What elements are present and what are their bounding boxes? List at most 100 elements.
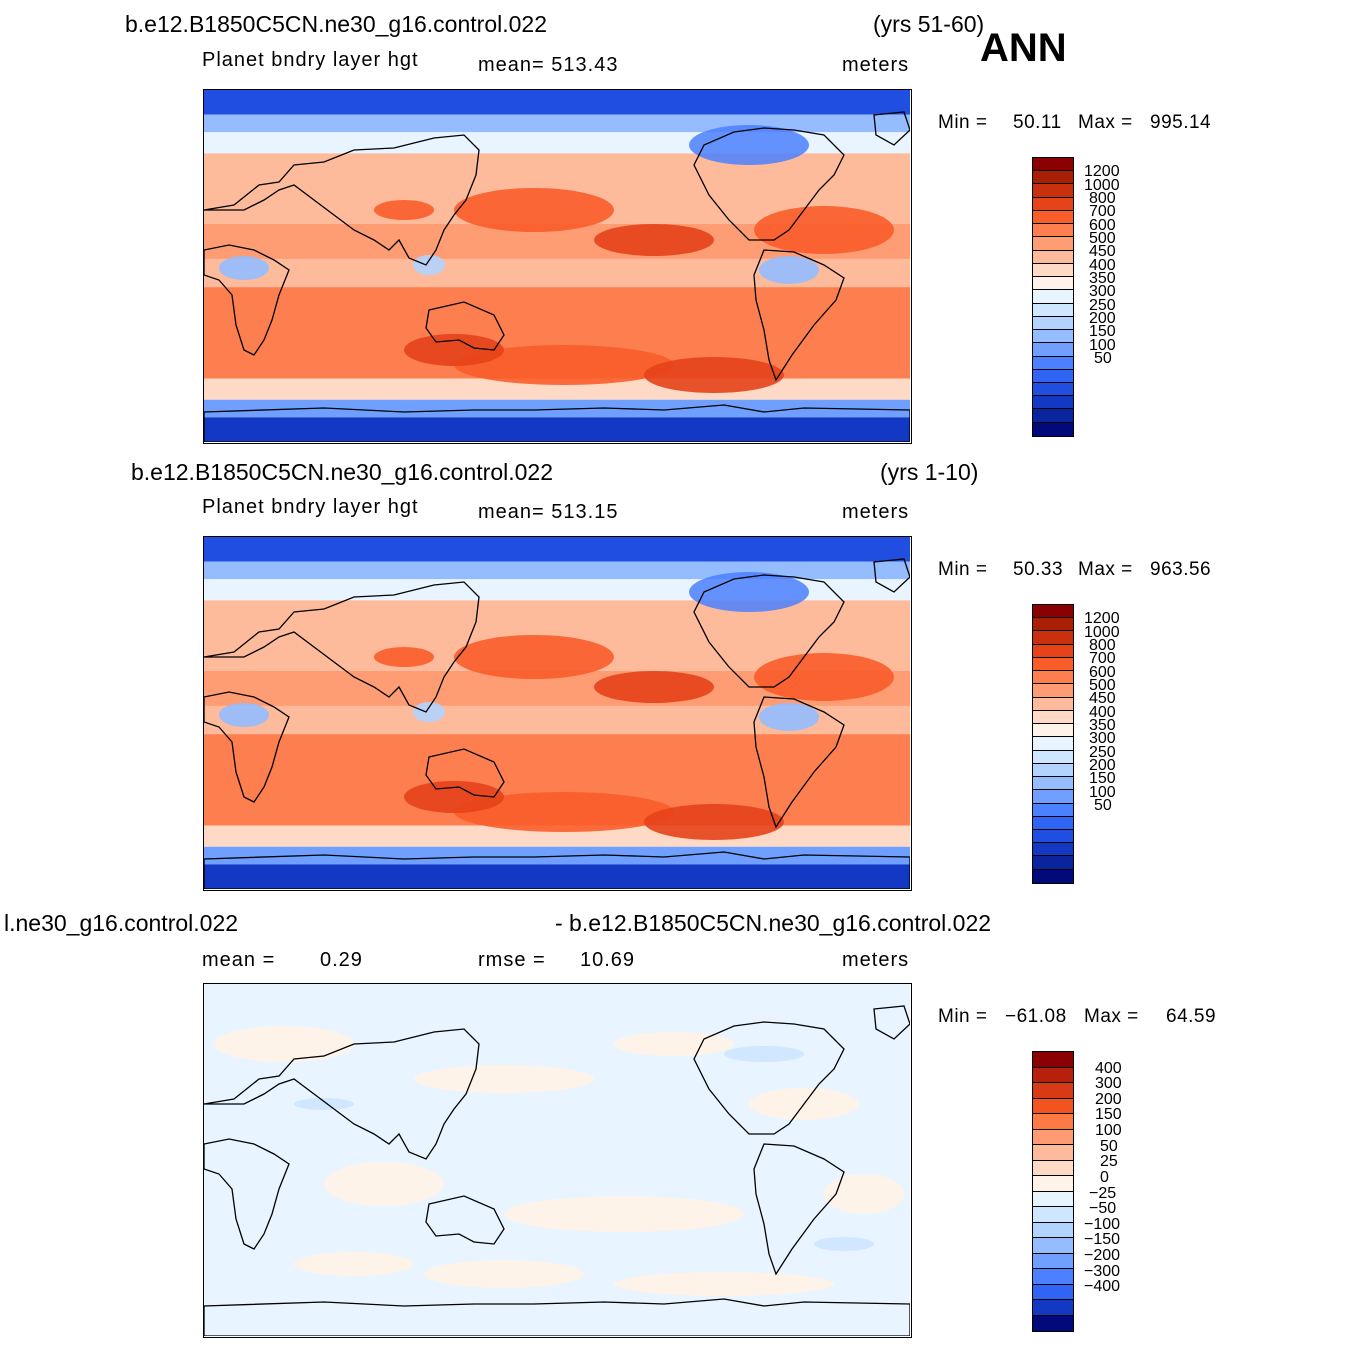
colorbar-tick-label: 300 [1089,730,1116,748]
panel2-map-field [204,537,910,889]
coastline [753,249,845,382]
colorbar-tick-label: 200 [1089,757,1116,774]
panel3-colorbar [1032,1051,1074,1332]
field-anomaly [294,1252,414,1276]
panel1-colorbar [1032,157,1074,437]
panel3-rmse-label: rmse = [478,949,546,971]
field-anomaly [324,1162,444,1206]
colorbar-swatch [1033,671,1073,685]
colorbar-tick-label: 450 [1089,690,1116,708]
colorbar-tick-label: 100 [1089,336,1116,354]
colorbar-swatch [1033,1222,1073,1238]
panel2-variable: Planet bndry layer hgt [202,496,419,518]
colorbar-tick-label: 25 [1100,1153,1118,1171]
field-maximum [454,188,614,232]
colorbar-swatch [1033,1315,1073,1331]
colorbar-tick-label: 50 [1100,1137,1118,1155]
coastline [204,244,290,356]
coastline [204,1298,910,1336]
field-band [204,561,910,580]
colorbar-tick-label: 250 [1089,743,1116,761]
colorbar-swatch [1033,396,1073,410]
colorbar-tick-label: 200 [1095,1090,1122,1108]
colorbar-swatch [1033,422,1073,436]
field-anomaly [294,1098,354,1110]
colorbar-tick-label: 1200 [1084,163,1120,181]
colorbar-swatch [1033,710,1073,725]
colorbar-tick-label: 350 [1089,717,1116,734]
panel1-min-label: Min = [938,112,988,133]
panel3-map-field [204,984,910,1336]
colorbar-tick-label: 1200 [1084,610,1120,628]
panel1-map-field [204,90,910,442]
panel1-max-value: 995.14 [1150,112,1212,133]
panel2-case-title: b.e12.B1850C5CN.ne30_g16.control.022 [131,459,553,485]
colorbar-swatch [1033,777,1073,791]
panel3-min-label: Min = [938,1006,988,1027]
colorbar-swatch [1033,316,1073,331]
field-maximum [594,224,714,256]
colorbar-swatch [1033,750,1073,764]
panel3-min-value: −61.08 [1005,1006,1067,1027]
coastline [873,111,910,146]
colorbar-swatch [1033,737,1073,751]
colorbar-tick-label: 600 [1089,663,1116,681]
colorbar-swatch [1033,369,1073,383]
colorbar-tick-label: −200 [1084,1246,1121,1264]
colorbar-swatch [1033,856,1073,870]
field-maximum [644,357,784,393]
field-minimum [759,256,819,284]
colorbar-tick-label: 150 [1089,770,1116,788]
field-maximum [594,671,714,703]
colorbar-tick-label: −25 [1089,1184,1117,1202]
field-band [204,114,910,133]
panel3-map [203,983,912,1338]
colorbar-tick-label: 400 [1089,703,1116,721]
colorbar-swatch [1033,657,1073,672]
colorbar-swatch [1033,644,1073,658]
colorbar-tick-label: 700 [1089,650,1116,668]
colorbar-tick-label: 800 [1089,190,1116,207]
panel1-variable: Planet bndry layer hgt [202,49,419,71]
colorbar-swatch [1033,1191,1073,1207]
colorbar-swatch [1033,869,1073,883]
field-maximum [454,345,674,385]
colorbar-swatch [1033,171,1073,185]
colorbar-tick-label: −300 [1084,1262,1121,1280]
panel3-case-right: - b.e12.B1850C5CN.ne30_g16.control.022 [555,910,992,936]
field-band [204,90,910,115]
coastline [204,1028,480,1160]
colorbar-swatch [1033,1176,1073,1192]
coastline [204,581,480,713]
colorbar-swatch [1033,1207,1073,1223]
field-band [204,399,910,418]
colorbar-tick-label: −50 [1089,1200,1117,1218]
field-band [204,864,910,889]
colorbar-swatch [1033,1067,1073,1083]
colorbar-swatch [1033,1098,1073,1114]
colorbar-swatch [1033,330,1073,344]
field-minimum [689,125,809,165]
colorbar-swatch [1033,829,1073,844]
field-maximum [754,206,894,254]
colorbar-swatch [1033,224,1073,238]
panel1-map [203,89,912,444]
coastline [693,1021,845,1135]
colorbar-tick-label: 150 [1089,323,1116,341]
colorbar-swatch [1033,1300,1073,1316]
colorbar-swatch [1033,803,1073,817]
coastline [425,1195,505,1245]
field-anomaly [424,1260,584,1288]
panel3-case-title: l.ne30_g16.control.022 [4,910,239,936]
field-minimum [689,572,809,612]
coastline [204,404,910,442]
coastline [873,558,910,593]
colorbar-tick-label: 300 [1089,283,1116,301]
field-maximum [644,804,784,840]
panel3-units: meters [842,949,910,971]
field-maximum [754,653,894,701]
colorbar-tick-label: −400 [1084,1278,1121,1296]
colorbar-tick-label: 700 [1089,203,1116,221]
panel2-colorbar [1032,604,1074,884]
